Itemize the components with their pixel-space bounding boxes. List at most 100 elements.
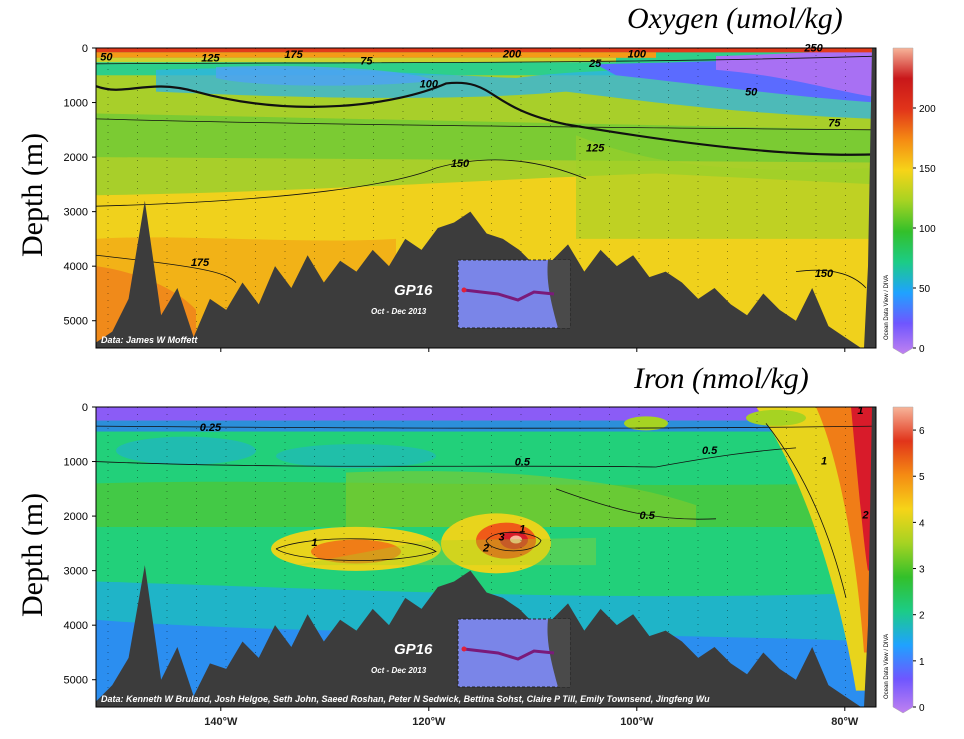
green-patch: [346, 471, 696, 527]
colorbar: [892, 406, 914, 714]
omz-purple: [716, 48, 876, 98]
odv-watermark: Ocean Data View / DIVA: [884, 275, 890, 340]
contour-label: 50: [100, 52, 113, 64]
xtick-label: 80°W: [831, 716, 859, 728]
teal-patch: [116, 436, 256, 465]
contour-line: [485, 531, 542, 552]
ytick-label: 2000: [64, 511, 88, 523]
colorbar-label: 6: [919, 426, 925, 437]
ytick-label: 4000: [64, 261, 88, 273]
xtick-label: 120°W: [412, 716, 446, 728]
colorbar-label: 200: [919, 104, 936, 115]
contour-label: 1: [519, 523, 525, 535]
ytick-label: 4000: [64, 620, 88, 632]
cruise-track: [463, 647, 555, 661]
ytick-label: 5000: [64, 316, 88, 328]
surface-red: [96, 48, 876, 53]
colorbar-label: 5: [919, 472, 925, 483]
contour-label: 125: [586, 143, 605, 155]
inset-title: GP16: [394, 641, 433, 658]
plume-halo: [296, 537, 596, 566]
colorbar: [892, 47, 914, 355]
inset-map: [457, 618, 571, 688]
contour-line: [96, 425, 876, 429]
contour-line: [555, 488, 717, 520]
contour-label: 0.5: [702, 445, 718, 457]
ytick-label: 0: [82, 402, 88, 414]
surface-purple: [96, 407, 876, 421]
colorbar-label: 150: [919, 164, 936, 175]
colorbar-label: 100: [919, 224, 936, 235]
colorbar-label: 2: [919, 611, 925, 622]
surface-blue: [96, 420, 876, 432]
shelf-patch: [624, 416, 668, 431]
contour-label: 100: [420, 78, 439, 90]
contour-label: 3: [499, 532, 505, 544]
iron-title: Iron (nmol/kg): [634, 362, 809, 395]
contour-label: 150: [815, 268, 834, 280]
data-credit: Data: Kenneth W Bruland, Josh Helgoe, Se…: [101, 694, 710, 704]
contour-line: [96, 81, 876, 156]
shelf-patch: [746, 409, 806, 426]
contour-label: 1: [821, 455, 827, 467]
contour-line: [795, 269, 867, 289]
colorbar-label: 3: [919, 565, 925, 576]
teal-patch: [276, 444, 436, 469]
contour-line: [96, 118, 876, 131]
contour-line: [96, 159, 587, 207]
ytick-label: 2000: [64, 152, 88, 164]
contour-line: [96, 447, 797, 468]
ytick-label: 1000: [64, 457, 88, 469]
inset-land: [547, 260, 570, 328]
track-start: [461, 646, 467, 652]
contour-label: 125: [201, 53, 220, 65]
contour-label: 75: [360, 55, 373, 67]
inset-subtitle: Oct - Dec 2013: [371, 307, 427, 316]
contour-label: 100: [628, 48, 647, 60]
contour-label: 175: [191, 257, 210, 269]
contour-label: 50: [745, 86, 758, 98]
contour-label: 2: [482, 543, 489, 555]
oxygen-title: Oxygen (umol/kg): [627, 2, 843, 35]
inset-map: [457, 259, 571, 329]
plume-orange-west: [311, 539, 401, 564]
ytick-label: 0: [82, 43, 88, 55]
plot-frame: [95, 406, 877, 708]
plume-core: [510, 535, 522, 544]
omz-blue-west: [216, 66, 436, 86]
colorbar-label: 1: [919, 657, 925, 668]
contour-label: 1: [857, 405, 863, 417]
surface-yellow: [96, 57, 616, 63]
inset-title: GP16: [394, 282, 433, 299]
contour-label: 150: [451, 158, 470, 170]
contour-label: 0.5: [640, 510, 656, 522]
xtick-label: 100°W: [620, 716, 654, 728]
plot-frame: [95, 47, 877, 349]
contour-line: [96, 55, 876, 65]
track-start: [461, 287, 467, 293]
contour-label: 200: [502, 48, 522, 60]
contour-label: 2: [862, 509, 869, 521]
ytick-label: 3000: [64, 207, 88, 219]
ytick-label: 5000: [64, 675, 88, 687]
contour-line: [765, 423, 847, 599]
mid-band: [96, 113, 876, 163]
colorbar-label: 4: [919, 518, 925, 529]
inset-subtitle: Oct - Dec 2013: [371, 666, 427, 675]
surface-orange: [96, 52, 656, 58]
cruise-track: [463, 288, 555, 302]
ytick-label: 1000: [64, 98, 88, 110]
xtick-label: 140°W: [204, 716, 238, 728]
contour-label: 25: [588, 58, 602, 70]
east-green: [576, 135, 876, 239]
colorbar-label: 0: [919, 344, 925, 355]
data-credit: Data: James W Moffett: [101, 335, 198, 345]
contour-label: 75: [828, 118, 841, 130]
contour-label: 0.25: [200, 422, 222, 434]
contour-line: [96, 254, 237, 283]
contour-label: 1: [311, 537, 317, 549]
contour-label: 0.5: [515, 456, 531, 468]
inset-land: [547, 619, 570, 687]
ytick-label: 3000: [64, 566, 88, 578]
